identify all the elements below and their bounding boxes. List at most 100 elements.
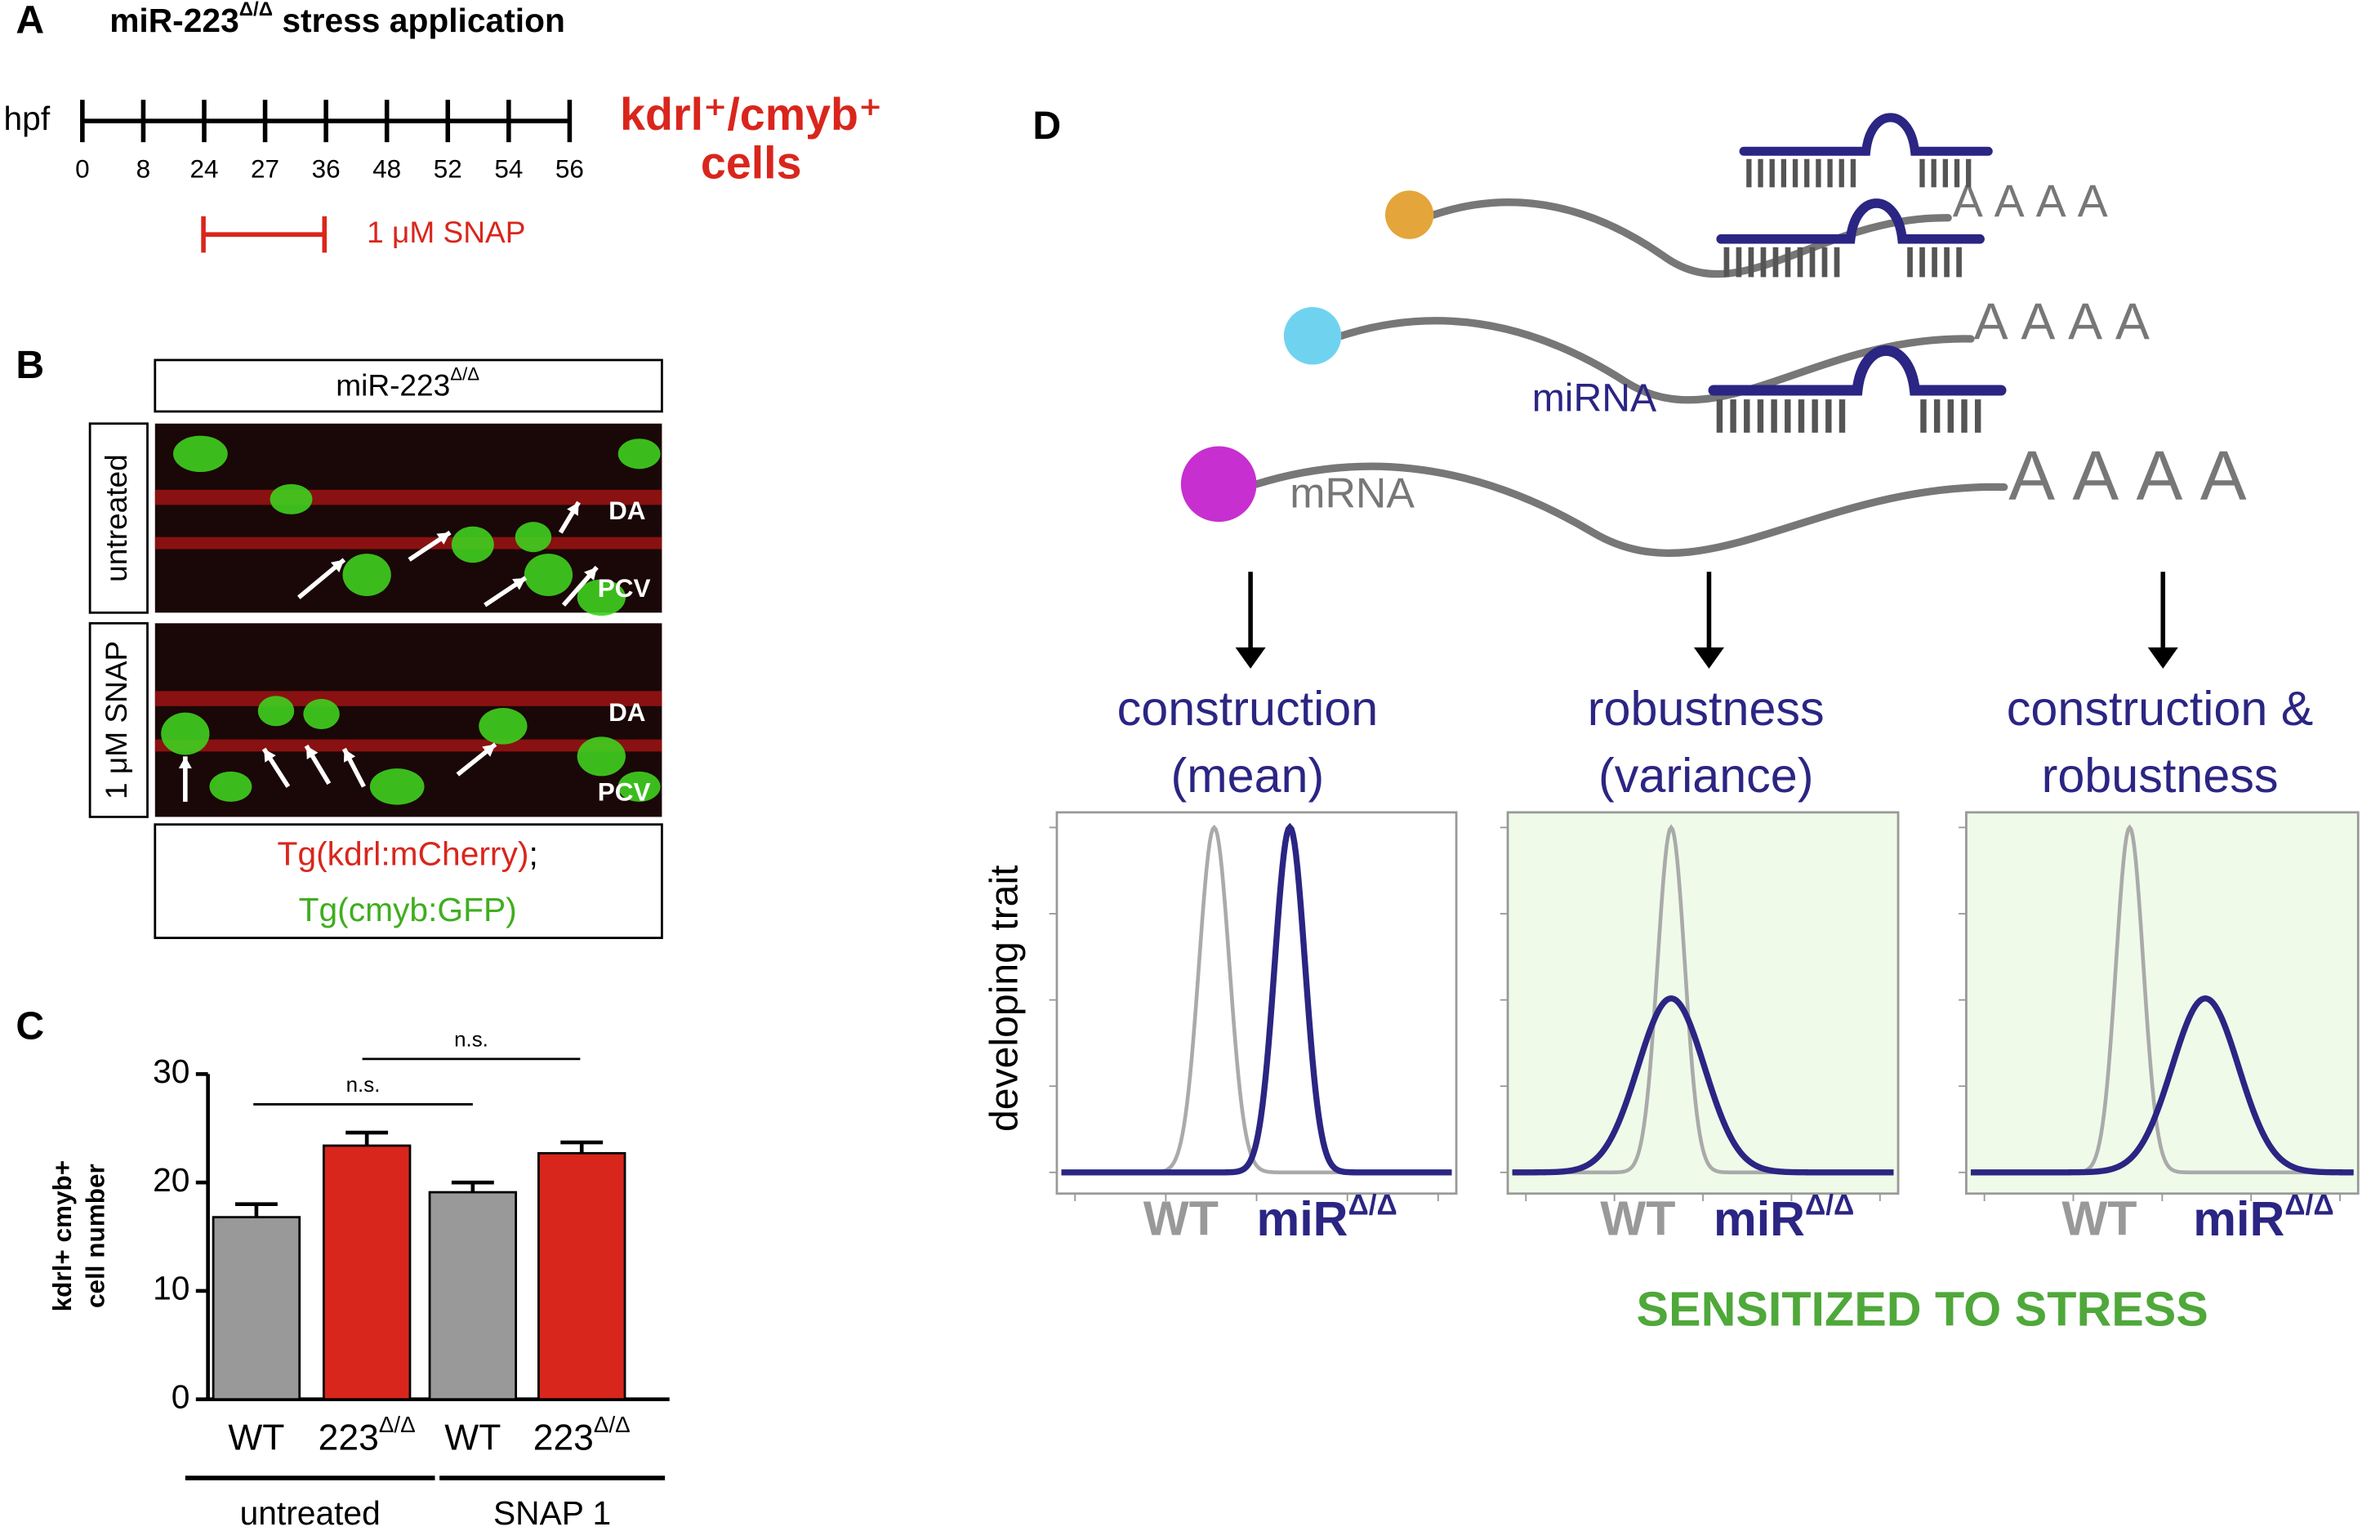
timepoint-label: 8 [136, 154, 151, 184]
category: WT [444, 1418, 501, 1458]
timeline-ticks: 0 8 24 27 36 48 52 54 56 [75, 100, 584, 184]
timepoint-label: 56 [555, 154, 584, 184]
significance-label: n.s. [346, 1074, 381, 1097]
category-sup: Δ/Δ [379, 1412, 416, 1437]
mutant-sup: Δ/Δ [2284, 1190, 2333, 1222]
x-label-wt: WT [2061, 1191, 2137, 1246]
micrographs: untreated DA PCV 1 μM SNAP DA PCV [88, 422, 662, 818]
cell [617, 438, 661, 470]
error-bar [345, 1130, 389, 1146]
mutant-distribution [1970, 995, 2354, 1176]
row-label-box [88, 621, 149, 818]
group-label: SNAP 1 [493, 1494, 611, 1532]
axis-label: hpf [4, 100, 51, 137]
x-label-mutant: miRΔ/Δ [1257, 1190, 1397, 1246]
cell [369, 768, 425, 805]
arrow-head [264, 749, 276, 763]
cell [515, 522, 552, 553]
annotation: DA [608, 496, 645, 525]
cell [577, 579, 626, 616]
cell [524, 554, 573, 596]
x-tick-label: 223Δ/Δ [319, 1412, 416, 1458]
bar [212, 1216, 301, 1401]
treatment-label: 1 μM SNAP [367, 215, 525, 249]
mrna [1429, 198, 1952, 278]
cell [617, 771, 661, 802]
legend-line: Tg(kdrl:mCherry); [278, 835, 538, 872]
error-bar [451, 1180, 494, 1193]
mutant-sup: Δ/Δ [1348, 1190, 1397, 1222]
plot-frame [1506, 811, 1900, 1195]
legend-red: Tg(kdrl:mCherry) [278, 835, 529, 872]
arrow-head [2147, 647, 2178, 669]
x-label-wt: WT [1143, 1191, 1219, 1246]
bar [537, 1151, 626, 1401]
cell [173, 435, 228, 473]
micrograph [154, 423, 662, 613]
column-title: construction & [2007, 681, 2314, 736]
x-tick-label: 223Δ/Δ [533, 1412, 631, 1458]
significance-label: n.s. [454, 1028, 488, 1051]
cap [1283, 307, 1342, 365]
mirna [1708, 345, 2007, 396]
column-title: (mean) [1171, 748, 1325, 803]
mirna [1739, 113, 1993, 156]
cell [270, 483, 313, 514]
header-box [154, 358, 663, 413]
column-title: construction [1117, 681, 1379, 736]
outcome: kdrl⁺/cmyb⁺ [620, 89, 882, 140]
mutant-text: miR [1714, 1191, 1805, 1246]
cell [161, 712, 210, 755]
arrow-head [482, 744, 496, 757]
cell [577, 737, 626, 777]
seed-pairs [1716, 399, 1981, 433]
arrow-head [436, 532, 451, 545]
panel-label: B [16, 343, 44, 387]
mrna [1252, 462, 2008, 557]
cell [209, 771, 252, 802]
mirna-label: miRNA [1532, 376, 1657, 421]
y-tick-label: 0 [172, 1378, 190, 1415]
header-text: miR-223 [336, 367, 450, 402]
column-title: robustness [1588, 681, 1825, 736]
row-label: untreated [99, 454, 133, 582]
footer: SENSITIZED TO STRESS [1637, 1282, 2208, 1337]
title-rest: stress application [273, 2, 565, 39]
arrow-head [306, 746, 319, 760]
timepoint-label: 0 [75, 154, 90, 184]
timepoint-label: 24 [189, 154, 218, 184]
annotation: PCV [598, 573, 651, 603]
panel-label: A [16, 0, 44, 42]
bar [428, 1191, 518, 1401]
timepoint-label: 52 [434, 154, 462, 184]
y-tick-label: 30 [153, 1053, 189, 1090]
mutant-distribution [1061, 822, 1452, 1176]
group-label: untreated [240, 1494, 381, 1532]
mirna-diagram: AAAA AAAA AAAA miRNA mRNA construction (mean) W… [1049, 113, 2360, 1246]
x-tick-label: WT [444, 1418, 501, 1458]
x-tick-label: WT [228, 1418, 284, 1458]
timepoint-label: 48 [372, 154, 401, 184]
poly-a: AAAA [1953, 176, 2119, 226]
y-axis-label: kdrl+ cmyb+ [47, 1160, 77, 1312]
plot-frame [1965, 811, 2360, 1195]
arrow-head [1235, 647, 1266, 669]
header: miR-223Δ/Δ [336, 363, 479, 402]
mirna [1716, 198, 1985, 244]
arrow-head [512, 577, 526, 590]
mutant-text: miR [2193, 1191, 2284, 1246]
mutant-sup: Δ/Δ [1805, 1190, 1854, 1222]
error-bar [560, 1140, 604, 1154]
title-text: miR-223 [109, 2, 239, 39]
poly-a: AAAA [1974, 293, 2163, 350]
row-label: 1 μM SNAP [99, 641, 133, 799]
mutant-distribution [1512, 995, 1894, 1176]
arrow-head [584, 567, 597, 581]
cap [1180, 446, 1257, 523]
cell [451, 526, 494, 563]
x-label-mutant: miRΔ/Δ [1714, 1190, 1854, 1246]
error-bar [234, 1202, 278, 1217]
